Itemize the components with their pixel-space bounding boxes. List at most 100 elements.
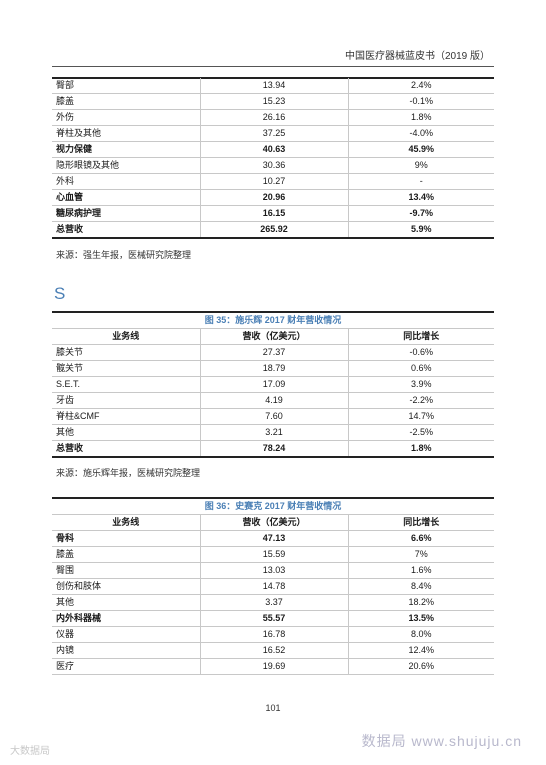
row-growth: 1.6% xyxy=(347,562,495,579)
table3-header-row: 业务线 营收（亿美元） 同比增长 xyxy=(52,514,495,531)
table2-header-growth: 同比增长 xyxy=(347,328,495,345)
row-growth: -9.7% xyxy=(347,205,494,222)
row-growth: 8.0% xyxy=(347,626,495,643)
table-row: 其他 3.21 -2.5% xyxy=(52,424,495,441)
table-jnj-revenue: 臀部 13.94 2.4% 膝盖 15.23 -0.1% 外伤 26.16 1.8% 脊柱及其他 3… xyxy=(52,78,494,239)
row-growth: 13.4% xyxy=(347,189,494,206)
row-growth: 3.9% xyxy=(347,376,495,393)
row-label: 脊柱及其他 xyxy=(52,125,200,142)
row-label: 牙齿 xyxy=(52,392,200,409)
table2-header-row: 业务线 营收（亿美元） 同比增长 xyxy=(52,328,495,345)
table2-caption: 图 35：施乐辉 2017 财年营收情况 xyxy=(52,312,495,329)
table-row: 总营收 265.92 5.9% xyxy=(52,221,494,239)
table3-caption-row: 图 36：史赛克 2017 财年营收情况 xyxy=(52,498,495,515)
row-label: 视力保健 xyxy=(52,141,200,158)
row-label: 外科 xyxy=(52,173,200,190)
row-revenue: 16.15 xyxy=(199,205,348,222)
table-row: 膝关节 27.37 -0.6% xyxy=(52,344,495,361)
row-label: S.E.T. xyxy=(52,376,200,393)
row-revenue: 14.78 xyxy=(199,578,348,595)
row-revenue: 13.03 xyxy=(199,562,348,579)
watermark-right: 数据局 www.shujuju.cn xyxy=(361,733,522,749)
table-row: 创伤和肢体 14.78 8.4% xyxy=(52,578,495,595)
row-growth: 18.2% xyxy=(347,594,495,611)
row-label: 膝关节 xyxy=(52,344,200,361)
row-revenue: 55.57 xyxy=(199,610,348,627)
row-growth: 5.9% xyxy=(347,221,494,239)
table3-header-line: 业务线 xyxy=(52,514,200,531)
row-revenue: 7.60 xyxy=(199,408,348,425)
table-row: 臀部 13.94 2.4% xyxy=(52,78,494,94)
row-revenue: 16.52 xyxy=(199,642,348,659)
row-revenue: 15.23 xyxy=(199,93,348,110)
row-growth: 12.4% xyxy=(347,642,495,659)
table3-caption: 图 36：史赛克 2017 财年营收情况 xyxy=(52,498,495,515)
row-growth: 14.7% xyxy=(347,408,495,425)
row-label: 总营收 xyxy=(52,221,200,239)
row-label: 心血管 xyxy=(52,189,200,206)
row-revenue: 26.16 xyxy=(199,109,348,126)
table2-body: 图 35：施乐辉 2017 财年营收情况 业务线 营收（亿美元） 同比增长 膝关… xyxy=(52,312,495,458)
header-title: 中国医疗器械蓝皮书（2019 版） xyxy=(344,51,490,62)
row-revenue: 265.92 xyxy=(199,221,348,239)
row-growth: 2.4% xyxy=(347,78,494,94)
row-growth: 8.4% xyxy=(347,578,495,595)
row-growth: 1.8% xyxy=(347,440,495,458)
row-revenue: 3.37 xyxy=(199,594,348,611)
row-label: 外伤 xyxy=(52,109,200,126)
row-label: 内外科器械 xyxy=(52,610,200,627)
row-label: 骨科 xyxy=(52,530,200,547)
table-row: 糖尿病护理 16.15 -9.7% xyxy=(52,205,494,222)
table2-header-line: 业务线 xyxy=(52,328,200,345)
table-row: S.E.T. 17.09 3.9% xyxy=(52,376,495,393)
row-revenue: 17.09 xyxy=(199,376,348,393)
table-row: 其他 3.37 18.2% xyxy=(52,594,495,611)
table-row: 臀围 13.03 1.6% xyxy=(52,562,495,579)
table-row: 总营收 78.24 1.8% xyxy=(52,440,495,458)
row-growth: 7% xyxy=(347,546,495,563)
watermark-left: 大数据局 xyxy=(10,746,50,757)
row-revenue: 13.94 xyxy=(199,78,348,94)
row-label: 仪器 xyxy=(52,626,200,643)
row-growth: -2.5% xyxy=(347,424,495,441)
table-row: 脊柱及其他 37.25 -4.0% xyxy=(52,125,494,142)
table-row: 医疗 19.69 20.6% xyxy=(52,658,495,675)
table-row: 隐形眼镜及其他 30.36 9% xyxy=(52,157,494,174)
row-label: 髋关节 xyxy=(52,360,200,377)
row-growth: - xyxy=(347,173,494,190)
row-growth: -4.0% xyxy=(347,125,494,142)
row-revenue: 78.24 xyxy=(199,440,348,458)
row-growth: 9% xyxy=(347,157,494,174)
row-label: 其他 xyxy=(52,424,200,441)
table-row: 外伤 26.16 1.8% xyxy=(52,109,494,126)
row-growth: 6.6% xyxy=(347,530,495,547)
row-revenue: 47.13 xyxy=(199,530,348,547)
row-revenue: 18.79 xyxy=(199,360,348,377)
table-row: 脊柱&CMF 7.60 14.7% xyxy=(52,408,495,425)
table-row: 仪器 16.78 8.0% xyxy=(52,626,495,643)
row-growth: 0.6% xyxy=(347,360,495,377)
page-number: 101 xyxy=(265,703,281,713)
row-revenue: 20.96 xyxy=(199,189,348,206)
row-label: 总营收 xyxy=(52,440,200,458)
table-row: 内外科器械 55.57 13.5% xyxy=(52,610,495,627)
table3-header-revenue: 营收（亿美元） xyxy=(199,514,348,531)
row-growth: -0.1% xyxy=(347,93,494,110)
table1-source: 来源：强生年报，医械研究院整理 xyxy=(56,250,192,260)
row-growth: 45.9% xyxy=(347,141,494,158)
row-label: 隐形眼镜及其他 xyxy=(52,157,200,174)
row-label: 脊柱&CMF xyxy=(52,408,200,425)
table-smith-nephew-revenue: 图 35：施乐辉 2017 财年营收情况 业务线 营收（亿美元） 同比增长 膝关… xyxy=(52,312,495,458)
row-label: 糖尿病护理 xyxy=(52,205,200,222)
table1-body: 臀部 13.94 2.4% 膝盖 15.23 -0.1% 外伤 26.16 1.8% 脊柱及其他 3… xyxy=(52,78,494,239)
row-revenue: 40.63 xyxy=(199,141,348,158)
row-revenue: 19.69 xyxy=(199,658,348,675)
table-row: 视力保健 40.63 45.9% xyxy=(52,141,494,158)
row-revenue: 15.59 xyxy=(199,546,348,563)
row-revenue: 3.21 xyxy=(199,424,348,441)
row-growth: 20.6% xyxy=(347,658,495,675)
row-label: 膝盖 xyxy=(52,546,200,563)
table-row: 牙齿 4.19 -2.2% xyxy=(52,392,495,409)
row-label: 臀部 xyxy=(52,78,200,94)
table-row: 外科 10.27- xyxy=(52,173,494,190)
